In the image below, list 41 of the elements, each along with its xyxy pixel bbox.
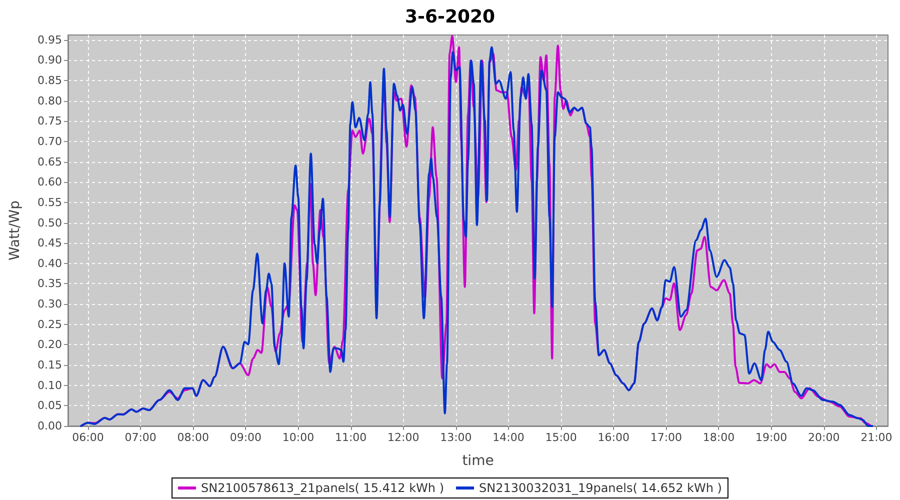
y-tick-label: 0.25 <box>38 318 62 331</box>
x-tick-label: 19:00 <box>755 431 788 444</box>
x-tick-label: 06:00 <box>72 431 104 444</box>
y-tick-label: 0.10 <box>38 378 62 392</box>
y-tick-label: 0.30 <box>38 298 62 311</box>
x-tick-label: 11:00 <box>334 431 367 444</box>
y-tick-label: 0.00 <box>38 420 62 432</box>
legend-label: SN2100578613_21panels( 15.412 kWh ) <box>201 481 444 495</box>
y-axis-title: Watt/Wp <box>7 200 23 260</box>
x-tick-label: 17:00 <box>650 431 682 444</box>
x-tick-label: 20:00 <box>808 431 840 444</box>
y-tick-label: 0.15 <box>38 358 62 372</box>
y-tick-label: 0.80 <box>38 94 62 108</box>
x-tick-label: 08:00 <box>177 431 209 444</box>
x-tick-label: 10:00 <box>282 431 314 444</box>
legend-label: SN2130032031_19panels( 14.652 kWh ) <box>479 481 722 495</box>
y-tick-label: 0.35 <box>38 277 62 290</box>
x-axis-title: time <box>462 453 494 469</box>
y-tick-label: 0.60 <box>38 176 62 189</box>
y-tick-label: 0.85 <box>38 74 62 88</box>
y-tick-label: 0.45 <box>38 236 62 250</box>
y-tick-label: 0.20 <box>38 338 62 352</box>
x-tick-label: 16:00 <box>598 431 630 444</box>
y-tick-label: 0.05 <box>38 399 62 412</box>
x-tick-label: 13:00 <box>440 431 472 444</box>
x-tick-label: 07:00 <box>124 431 156 444</box>
x-tick-label: 14:00 <box>492 431 524 444</box>
y-tick-label: 0.75 <box>38 114 62 128</box>
y-tick-label: 0.50 <box>38 216 62 230</box>
y-tick-label: 0.95 <box>38 33 62 46</box>
y-tick-label: 0.40 <box>38 256 62 270</box>
x-tick-label: 12:00 <box>388 431 420 444</box>
x-tick-label: 18:00 <box>702 431 735 444</box>
x-tick-label: 09:00 <box>230 431 262 444</box>
y-tick-label: 0.65 <box>38 155 62 168</box>
x-tick-label: 21:00 <box>860 431 892 444</box>
y-tick-label: 0.55 <box>38 196 62 209</box>
y-tick-label: 0.70 <box>38 134 62 148</box>
x-tick-label: 15:00 <box>545 431 577 444</box>
chart-title: 3-6-2020 <box>404 6 496 28</box>
y-tick-label: 0.90 <box>38 54 62 67</box>
